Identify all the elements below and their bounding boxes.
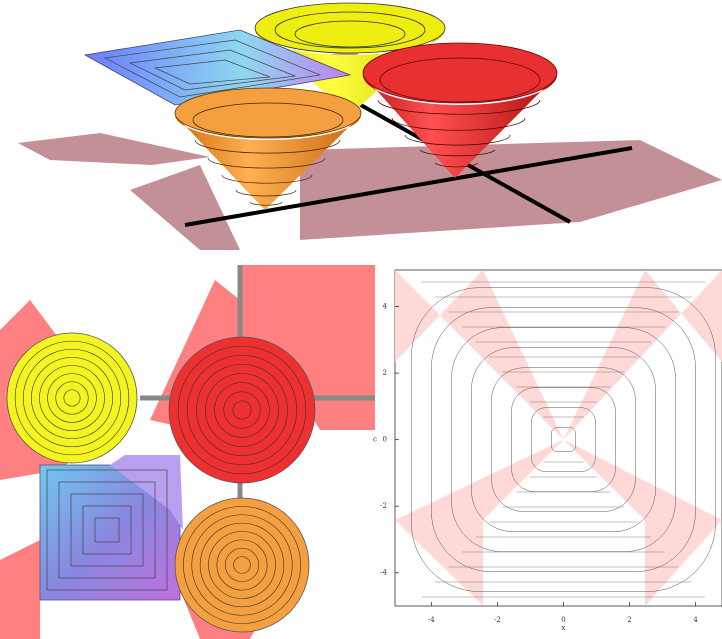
shape-polygon [130,165,240,250]
y-tick-label: -2 [380,502,387,510]
contour-square [70,493,144,567]
contour-ring [14,340,130,456]
contour-line [471,347,656,532]
shape-polygon [103,39,322,98]
shape-path [419,149,496,157]
shape-ellipse [379,57,541,103]
contour-line [551,427,576,452]
contour-ring [183,506,301,624]
contour-square [58,481,156,579]
y-tick-label: 4 [383,303,388,311]
shape-polygon [110,455,183,530]
x-tick-label: -4 [428,616,435,624]
shape-ellipse [254,2,446,54]
shape-g [377,99,541,168]
contour-ring [214,382,270,438]
x-axis-label: x [561,624,565,632]
plot-area [395,270,722,606]
contour-line [511,387,616,492]
shape-line [184,146,633,227]
shape-polygon [300,398,375,430]
cone-disc [6,332,138,464]
contour-ring [196,364,288,456]
shape-path [194,139,341,154]
contour-ring [208,531,276,599]
shape-path [235,189,297,197]
contour-ring [191,514,293,616]
contour-line [431,307,696,572]
shape-path [249,201,283,206]
contour-line [491,367,636,512]
contour-ring [47,373,97,423]
region [563,439,722,606]
x-tick-label: 0 [561,616,565,624]
contour-ring [223,391,261,429]
shape-path [221,174,313,184]
contour-ring [22,348,122,448]
shape-path [404,134,511,146]
y-axis-label: c [373,436,377,444]
contour-ring [31,357,113,439]
shape-ellipse [294,20,406,48]
x-tick-label: -2 [494,616,501,624]
x-tick-label: 2 [627,616,631,624]
contour-ring [224,547,260,583]
contour-ring [39,365,105,431]
shape-path [255,30,445,115]
surface-view [18,2,722,250]
shape-polygon [128,49,297,91]
contour-ring [199,522,285,608]
y-tick-label: 0 [383,436,387,444]
shape-polygon [83,29,352,106]
contour-ring [55,381,89,415]
shape-ellipse [274,11,426,49]
shape-polygon [18,133,210,165]
shape-g [194,139,341,206]
contour-square [82,505,132,555]
shape-path [175,115,361,210]
y-tick-label: 2 [383,369,387,377]
shape-ellipse [174,87,362,139]
x-tick-label: 4 [693,616,698,624]
contour-ring [233,556,251,574]
contour-ring [205,373,279,447]
shape-path [391,117,526,131]
shape-polygon [153,59,271,85]
contour-line [451,327,676,552]
shape-path [363,75,557,178]
shape-path [377,99,541,115]
region [563,270,722,440]
shape-ellipse [362,42,558,104]
shape-g [6,332,316,633]
contour-square [94,517,120,543]
cone-disc [168,336,316,484]
region [395,439,564,606]
shape-polygon [0,540,40,639]
contour-line [411,287,716,592]
contour-ring [216,539,268,591]
contour-ring [177,345,307,475]
contour-square [46,469,168,591]
y-tick-label: -4 [380,569,387,577]
shape-ellipse [192,102,344,138]
contour-ring [186,354,298,466]
region [395,270,564,440]
shape-path [207,157,326,169]
shape-path [434,162,479,168]
contour-ring [232,400,252,420]
contour-ring [63,389,81,407]
cone-disc [174,497,310,633]
contour-plot: -4 -2 0 2 4 -4 -2 0 2 4 x c [373,269,722,632]
contour-line [531,407,596,472]
